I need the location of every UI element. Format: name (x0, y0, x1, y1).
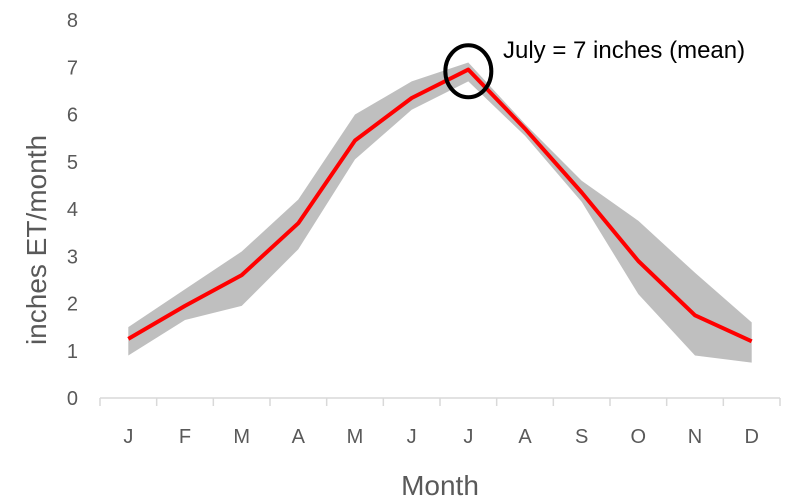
y-tick-label: 5 (67, 152, 78, 174)
x-axis-title: Month (401, 470, 479, 501)
x-tick-label: F (179, 426, 191, 448)
y-tick-label: 0 (67, 388, 78, 410)
x-tick-label: O (631, 426, 647, 448)
x-tick-label: N (688, 426, 702, 448)
x-tick-label: J (407, 426, 417, 448)
x-tick-label: J (123, 426, 133, 448)
x-tick-label: M (347, 426, 364, 448)
x-tick-label: A (292, 426, 306, 448)
july-highlight-circle (443, 43, 494, 100)
x-tick-label: D (744, 426, 758, 448)
x-tick-label: A (518, 426, 532, 448)
y-tick-label: 7 (67, 57, 78, 79)
y-axis-ticks: 0 1 2 3 4 5 6 7 8 (67, 10, 78, 410)
mean-series-line (127, 67, 753, 344)
y-tick-label: 8 (67, 10, 78, 32)
x-tick-label: S (575, 426, 588, 448)
y-axis-title: inches ET/month (21, 135, 52, 345)
y-tick-label: 4 (67, 199, 78, 221)
x-axis-tick-marks (99, 398, 781, 406)
y-tick-label: 1 (67, 341, 78, 363)
july-annotation: July = 7 inches (mean) (503, 37, 745, 64)
y-tick-label: 6 (67, 105, 78, 127)
x-tick-label: M (233, 426, 250, 448)
y-tick-label: 3 (67, 246, 78, 268)
y-tick-label: 2 (67, 294, 78, 316)
x-tick-label: J (463, 426, 473, 448)
range-band (128, 62, 752, 363)
